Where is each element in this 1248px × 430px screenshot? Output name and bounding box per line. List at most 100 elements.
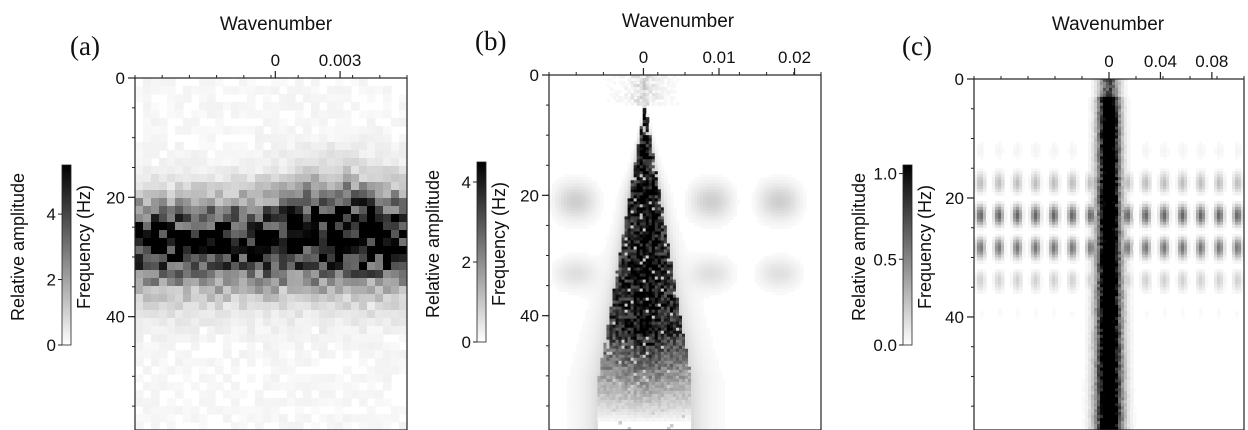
heatmap-cell bbox=[727, 201, 731, 205]
heatmap-cell bbox=[636, 231, 641, 236]
heatmap-cell bbox=[567, 270, 571, 275]
heatmap-cell bbox=[367, 174, 376, 183]
heatmap-cell bbox=[691, 195, 695, 199]
heatmap-cell bbox=[645, 237, 650, 242]
heatmap-cell bbox=[633, 300, 638, 305]
heatmap-cell bbox=[579, 186, 583, 190]
heatmap-cell bbox=[367, 238, 376, 247]
heatmap-cell bbox=[657, 270, 662, 275]
heatmap-cell bbox=[627, 279, 632, 284]
heatmap-cell bbox=[561, 186, 565, 190]
heatmap-cell bbox=[715, 270, 719, 275]
heatmap-cell bbox=[627, 240, 632, 245]
heatmap-cell bbox=[303, 350, 312, 359]
heatmap-cell bbox=[609, 330, 614, 335]
heatmap-cell bbox=[669, 312, 674, 317]
heatmap-cell bbox=[615, 219, 620, 224]
heatmap-cell bbox=[319, 94, 328, 103]
heatmap-cell bbox=[579, 336, 583, 341]
heatmap-cell bbox=[594, 207, 598, 211]
heatmap-cell bbox=[618, 219, 623, 224]
heatmap-cell bbox=[675, 243, 680, 248]
heatmap-cell bbox=[558, 279, 562, 284]
heatmap-cell bbox=[633, 237, 638, 242]
heatmap-cell bbox=[624, 207, 629, 211]
heatmap-cell bbox=[648, 258, 653, 263]
heatmap-cell bbox=[678, 273, 683, 278]
heatmap-cell bbox=[199, 214, 208, 223]
heatmap-cell bbox=[636, 147, 641, 151]
heatmap-cell bbox=[239, 262, 248, 271]
heatmap-cell bbox=[630, 198, 635, 202]
heatmap-cell bbox=[351, 238, 360, 247]
heatmap-cell bbox=[675, 360, 680, 365]
heatmap-cell bbox=[654, 234, 659, 239]
heatmap-cell bbox=[600, 261, 604, 266]
heatmap-cell bbox=[624, 312, 629, 317]
heatmap-cell bbox=[582, 192, 586, 196]
heatmap-cell bbox=[564, 258, 568, 263]
heatmap-cell bbox=[633, 156, 638, 160]
heatmap-cell bbox=[660, 249, 665, 254]
heatmap-cell bbox=[763, 264, 768, 269]
heatmap-cell bbox=[642, 261, 647, 266]
heatmap-cell bbox=[691, 357, 695, 362]
heatmap-cell bbox=[135, 254, 144, 263]
heatmap-cell bbox=[597, 288, 601, 293]
heatmap-cell bbox=[681, 306, 686, 311]
heatmap-cell bbox=[621, 351, 626, 356]
heatmap-cell bbox=[618, 252, 623, 257]
heatmap-cell bbox=[730, 207, 734, 211]
heatmap-cell bbox=[787, 183, 792, 187]
heatmap-cell bbox=[648, 96, 653, 100]
heatmap-cell bbox=[642, 108, 647, 112]
heatmap-cell bbox=[766, 267, 771, 272]
heatmap-cell bbox=[552, 189, 556, 193]
heatmap-cell bbox=[633, 87, 638, 91]
heatmap-cell bbox=[359, 254, 368, 263]
heatmap-cell bbox=[639, 234, 644, 239]
heatmap-cell bbox=[594, 261, 598, 266]
heatmap-cell bbox=[609, 354, 614, 359]
heatmap-cell bbox=[183, 166, 192, 175]
heatmap-cell bbox=[651, 183, 656, 187]
heatmap-cell bbox=[666, 321, 671, 326]
heatmap-cell bbox=[319, 198, 328, 207]
heatmap-cell bbox=[588, 327, 592, 332]
heatmap-cell bbox=[645, 333, 650, 338]
heatmap-cell bbox=[183, 262, 192, 271]
heatmap-cell bbox=[612, 228, 617, 233]
heatmap-cell bbox=[697, 330, 701, 335]
heatmap-cell bbox=[606, 276, 611, 281]
heatmap-cell bbox=[135, 158, 144, 167]
heatmap-cell bbox=[639, 222, 644, 227]
heatmap-cell bbox=[612, 93, 617, 97]
heatmap-cell bbox=[703, 219, 707, 224]
heatmap-cell bbox=[775, 252, 780, 257]
heatmap-cell bbox=[645, 351, 650, 356]
heatmap-cell bbox=[697, 258, 701, 263]
heatmap-cell bbox=[191, 382, 200, 391]
heatmap-cell bbox=[778, 267, 783, 272]
heatmap-cell bbox=[636, 360, 641, 365]
heatmap-cell bbox=[766, 288, 771, 293]
heatmap-cell bbox=[706, 285, 710, 290]
heatmap-cell bbox=[183, 318, 192, 327]
heatmap-cell bbox=[703, 345, 707, 350]
heatmap-cell bbox=[199, 278, 208, 287]
heatmap-cell bbox=[636, 228, 641, 233]
heatmap-cell bbox=[675, 327, 680, 332]
heatmap-cell bbox=[648, 186, 653, 190]
heatmap-cell bbox=[561, 270, 565, 275]
heatmap-cell bbox=[639, 195, 644, 199]
heatmap-cell bbox=[594, 291, 598, 296]
heatmap-cell bbox=[627, 273, 632, 278]
heatmap-cell bbox=[231, 334, 240, 343]
heatmap-cell bbox=[624, 234, 629, 239]
heatmap-cell bbox=[263, 214, 272, 223]
heatmap-cell bbox=[615, 345, 620, 350]
heatmap-cell bbox=[654, 303, 659, 308]
heatmap-cell bbox=[612, 96, 617, 100]
heatmap-cell bbox=[799, 198, 804, 202]
heatmap-cell bbox=[685, 315, 689, 320]
